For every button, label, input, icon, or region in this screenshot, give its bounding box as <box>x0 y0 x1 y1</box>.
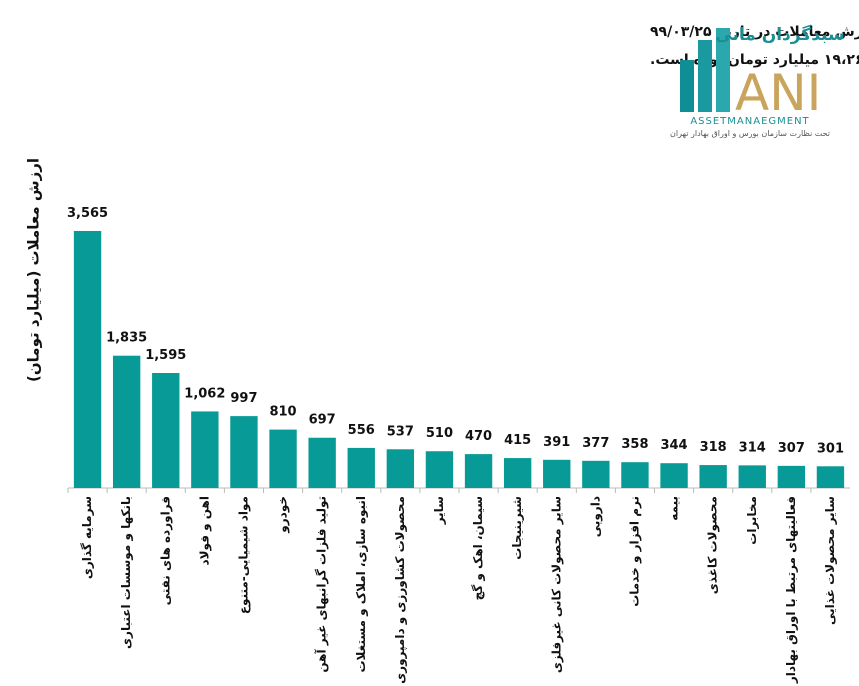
bar <box>112 355 141 488</box>
y-axis-label: ارزش معاملات (میلیارد تومان) <box>25 158 43 382</box>
x-tick-label: محصولات کشاورزی و دامپروری <box>393 496 408 684</box>
x-tick-label: دارویی <box>588 496 603 537</box>
x-tick-label: مخابرات <box>745 496 759 545</box>
bar <box>699 465 727 488</box>
bar <box>73 230 102 488</box>
x-tick-label: انبوه سازی، املاک و مستغلات <box>354 496 369 673</box>
value-label: 1,062 <box>184 386 225 401</box>
value-label: 358 <box>621 437 648 452</box>
bar <box>308 437 336 488</box>
x-tick-label: خودرو <box>276 496 291 534</box>
x-tick-label: بیمه <box>667 496 681 521</box>
logo-name: سبدگردان مانی <box>715 24 844 45</box>
value-label: 470 <box>465 429 492 444</box>
x-tick-label: فراورده های نفتی <box>158 496 173 605</box>
value-label: 391 <box>543 435 570 450</box>
logo-tagline: ASSETMANAEGMENT <box>690 116 809 127</box>
logo-bar <box>716 28 730 112</box>
x-tick-label: سیمان، اهک و گچ <box>471 496 486 600</box>
value-label: 1,595 <box>145 348 186 363</box>
value-label: 344 <box>660 438 687 453</box>
bar <box>191 411 219 488</box>
value-label: 377 <box>582 436 609 451</box>
value-label: 810 <box>269 405 296 420</box>
bar <box>582 460 610 488</box>
x-tick-label: بانکها و موسسات اعتباری <box>119 496 134 649</box>
bar <box>347 447 375 488</box>
value-label: 556 <box>348 423 375 438</box>
logo-mark: ANI <box>735 64 821 122</box>
value-label: 1,835 <box>106 331 147 346</box>
x-tick-label: سایر محصولات غذایی <box>823 496 838 625</box>
chart-title: نمودار ۲۰ صنعت با بیشترین ارزش معاملات د… <box>650 24 859 40</box>
logo: ANI سبدگردان مانی ASSETMANAEGMENT تحت نظ… <box>670 24 845 138</box>
x-tick-label: شیرینیجات <box>510 496 524 560</box>
bar <box>816 466 845 488</box>
bar <box>621 462 649 488</box>
bar <box>425 451 454 488</box>
value-label: 697 <box>309 413 336 428</box>
x-tick-label: اهن و فولاد <box>197 496 212 566</box>
x-tick-label: تولید فلزات گرانبهای غیر آهن <box>314 496 330 673</box>
bar <box>660 463 688 488</box>
value-label: 415 <box>504 433 531 448</box>
bar <box>543 459 571 488</box>
bar <box>230 416 258 488</box>
logo-bar <box>680 60 694 112</box>
logo-note: تحت نظارت سازمان بورس و اوراق بهادار تهر… <box>670 129 830 138</box>
value-label: 301 <box>817 441 844 456</box>
bar <box>777 465 806 488</box>
x-tick-label: نرم افزار و خدمات <box>627 496 642 607</box>
x-tick-label: مواد شیمیایی-متنوع <box>236 496 251 614</box>
value-label: 3,565 <box>67 206 108 221</box>
value-label: 318 <box>700 440 727 455</box>
bar <box>386 449 415 488</box>
bar <box>269 429 297 488</box>
bar <box>503 458 532 488</box>
value-label: 997 <box>230 391 257 406</box>
bar <box>464 454 493 488</box>
bar <box>152 373 180 488</box>
x-tick-label: فعالیتهای مرتبط با اوراق بهادار <box>784 496 799 684</box>
value-label: 307 <box>778 441 805 456</box>
logo-bar <box>698 40 712 112</box>
value-label: 314 <box>739 440 766 455</box>
x-tick-label: محصولات کاغذی <box>706 496 721 594</box>
value-label: 537 <box>387 424 414 439</box>
value-label: 510 <box>426 426 453 441</box>
x-tick-label: سایر محصولات کانی غیرفلزی <box>549 496 564 673</box>
bar <box>738 465 766 488</box>
x-tick-label: سایر <box>432 496 446 525</box>
x-tick-label: سرمایه گذاری <box>80 496 94 579</box>
